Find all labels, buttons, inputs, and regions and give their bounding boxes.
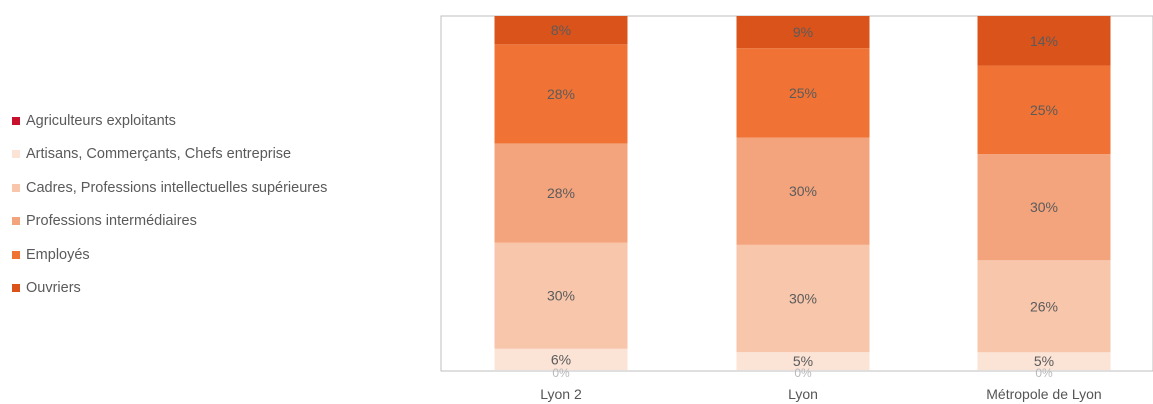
data-label: 26% [1030,298,1058,314]
legend-label: Agriculteurs exploitants [26,112,176,129]
data-label: 30% [789,290,817,306]
legend-swatch [12,150,20,159]
bar-segment-cadres-professions-intellectuelles-superieures-lyon [736,244,870,353]
legend-item-employes: Employés [12,238,327,272]
legend-label: Employés [26,246,90,263]
x-tick-label-lyon-2: Lyon 2 [540,386,582,402]
legend-label: Cadres, Professions intellectuelles supé… [26,179,328,196]
chart-legend: Agriculteurs exploitants Artisans, Commer… [12,104,327,305]
bar-segment-ouvriers-lyon [736,16,870,49]
base-data-label: 0% [794,366,812,380]
bar-segment-cadres-professions-intellectuelles-superieures-metropole-de-lyon [977,260,1111,353]
legend-item-ouvriers: Ouvriers [12,272,327,306]
bar-segment-cadres-professions-intellectuelles-superieures-lyon-2 [494,242,628,349]
x-tick-label-lyon: Lyon [788,386,818,402]
data-label: 30% [789,183,817,199]
legend-swatch [12,183,20,192]
legend-label: Professions intermédiaires [26,213,197,230]
bar-segment-ouvriers-lyon-2 [494,16,628,45]
data-label: 5% [793,353,813,369]
data-label: 25% [1030,102,1058,118]
bar-segment-employes-lyon-2 [494,44,628,144]
base-data-label: 0% [1035,366,1053,380]
bar-segment-professions-intermediaires-metropole-de-lyon [977,154,1111,261]
data-label: 6% [551,351,571,367]
bar-segment-artisans-commercants-chefs-entreprise-lyon-2 [494,348,628,370]
data-label: 28% [547,185,575,201]
legend-item-professions-intermediaires: Professions intermédiaires [12,205,327,239]
bar-segment-artisans-commercants-chefs-entreprise-lyon [736,352,870,370]
legend-swatch [12,217,20,226]
x-axis-labels: Lyon 2 Lyon Métropole de Lyon [540,386,1101,402]
data-label: 14% [1030,33,1058,49]
bar-segment-professions-intermediaires-lyon-2 [494,143,628,243]
bars-group: 6%30%28%28%8%0%5%30%30%25%9%0%5%26%30%25… [494,16,1111,380]
data-label: 25% [789,85,817,101]
legend-item-artisans-commercants-chefs-entreprise: Artisans, Commerçants, Chefs entreprise [12,138,327,172]
legend-item-cadres-professions-intellectuelles-superieures: Cadres, Professions intellectuelles supé… [12,171,327,205]
legend-label: Artisans, Commerçants, Chefs entreprise [26,146,292,163]
data-label: 5% [1034,353,1054,369]
bar-segment-ouvriers-metropole-de-lyon [977,16,1111,66]
legend-item-agriculteurs-exploitants: Agriculteurs exploitants [12,104,327,138]
bar-segment-employes-lyon [736,48,870,138]
bar-segment-artisans-commercants-chefs-entreprise-metropole-de-lyon [977,352,1111,370]
data-label: 9% [793,24,813,40]
x-tick-label-metropole-de-lyon: Métropole de Lyon [986,386,1101,402]
legend-swatch [12,284,20,293]
data-label: 28% [547,86,575,102]
data-label: 30% [1030,199,1058,215]
legend-swatch [12,116,20,125]
bar-segment-employes-metropole-de-lyon [977,65,1111,155]
legend-swatch [12,250,20,259]
data-label: 30% [547,288,575,304]
base-data-label: 0% [552,366,570,380]
bar-segment-professions-intermediaires-lyon [736,137,870,245]
legend-label: Ouvriers [26,280,81,297]
data-label: 8% [551,22,571,38]
